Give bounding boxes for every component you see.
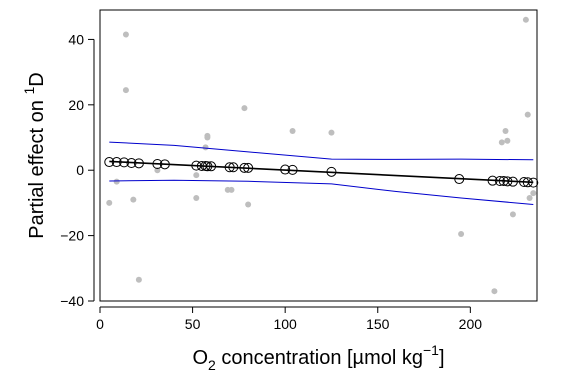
residual-point (498, 139, 505, 146)
residual-point (202, 144, 209, 151)
y-axis-title-prefix: Partial effect on (26, 95, 48, 239)
fitted-point (326, 166, 337, 177)
fitted-point (239, 162, 250, 173)
x-axis-title-superscript: −1 (423, 342, 439, 358)
x-axis: 0 50 100 150 200 (96, 306, 483, 332)
residual-point (526, 195, 533, 202)
residual-point (193, 172, 200, 179)
y-axis-title-suffix: D (26, 72, 48, 86)
fitted-point (502, 176, 513, 187)
y-axis-title-superscript: 1 (21, 87, 37, 95)
residual-point (193, 195, 200, 202)
fitted-point (494, 176, 505, 187)
residual-point (328, 129, 335, 136)
fitted-point (126, 158, 137, 169)
x-tick-label: 0 (96, 316, 104, 332)
x-tick-label: 200 (459, 316, 483, 332)
residual-points (106, 16, 537, 295)
y-tick-label: 40 (68, 31, 84, 47)
y-tick-label: −40 (60, 293, 84, 309)
residual-point (204, 132, 211, 139)
x-tick-label: 100 (273, 316, 297, 332)
x-tick-label: 50 (185, 316, 201, 332)
fitted-point (111, 157, 122, 168)
residual-point (289, 127, 296, 134)
fitted-point (454, 174, 465, 185)
residual-point (458, 230, 465, 237)
x-axis-title: O2 concentration [µmol kg−1] (192, 342, 444, 373)
fitted-point (522, 177, 533, 188)
x-axis-title-prefix: O (192, 347, 208, 369)
x-axis-title-subscript: 2 (208, 357, 216, 373)
residual-point (122, 31, 129, 38)
residual-point (524, 111, 531, 118)
residual-point (135, 276, 142, 283)
residual-point (522, 16, 529, 23)
residual-point (491, 288, 498, 295)
ci-upper-line (109, 141, 534, 161)
residual-point (113, 178, 120, 185)
y-tick-label: 20 (68, 97, 84, 113)
fitted-point (243, 162, 254, 173)
fitted-point (202, 161, 213, 172)
plot-frame (99, 9, 538, 302)
fitted-point (228, 162, 239, 173)
y-tick-label: −20 (60, 228, 84, 244)
fitted-point (206, 161, 217, 172)
residual-point (122, 87, 129, 94)
y-axis: −40 −20 0 20 40 (60, 31, 95, 309)
fitted-point (287, 164, 298, 175)
fit-line (109, 160, 534, 184)
plot-area (99, 9, 539, 302)
fitted-point (528, 177, 539, 188)
residual-point (106, 199, 113, 206)
residual-point (530, 190, 537, 197)
x-axis-title-suffix: ] (439, 347, 445, 369)
confidence-band (109, 141, 534, 205)
fitted-point (224, 162, 235, 173)
residual-point (241, 105, 248, 112)
fit-line-layer (109, 160, 534, 184)
fitted-point (280, 164, 291, 175)
x-tick-label: 150 (366, 316, 390, 332)
y-tick-label: 0 (76, 162, 84, 178)
ci-lower-line (109, 179, 534, 205)
x-axis-title-middle: concentration [µmol kg (216, 347, 423, 369)
residual-point (245, 201, 252, 208)
fitted-points (104, 157, 539, 188)
residual-point (509, 211, 516, 218)
residual-point (228, 186, 235, 193)
fitted-point (133, 158, 144, 169)
fitted-point (119, 157, 130, 168)
residual-point (502, 127, 509, 134)
residual-point (130, 196, 137, 203)
fitted-point (507, 176, 518, 187)
fitted-point (152, 159, 163, 170)
fitted-point (487, 175, 498, 186)
fitted-point (159, 159, 170, 170)
fitted-point (104, 157, 115, 168)
y-axis-title: Partial effect on 1D (21, 72, 48, 238)
residual-point (504, 137, 511, 144)
